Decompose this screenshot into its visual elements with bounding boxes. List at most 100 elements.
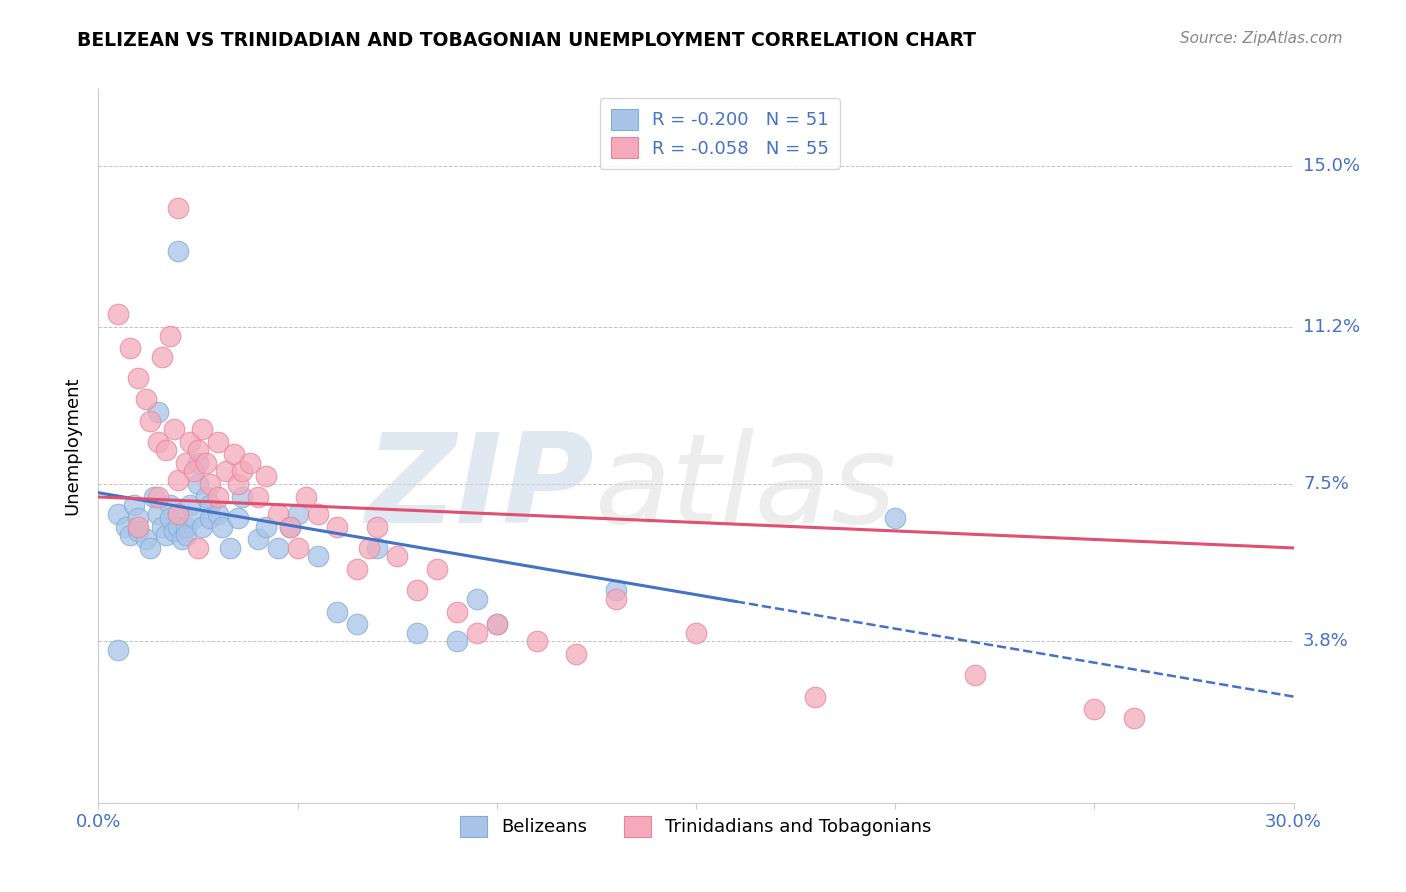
Point [198, 477, 221, 491]
Point [406, 583, 429, 598]
Point [526, 634, 548, 648]
Text: 3.8%: 3.8% [1303, 632, 1348, 650]
Point [127, 524, 149, 538]
Point [135, 392, 157, 407]
Point [685, 626, 707, 640]
Point [346, 562, 368, 576]
Point [239, 456, 262, 470]
Point [287, 507, 309, 521]
Point [254, 519, 277, 533]
Point [605, 583, 627, 598]
Legend: Belizeans, Trinidadians and Tobagonians: Belizeans, Trinidadians and Tobagonians [453, 808, 939, 844]
Point [159, 328, 181, 343]
Point [174, 528, 197, 542]
Point [139, 541, 162, 555]
Point [155, 528, 177, 542]
Point [222, 448, 245, 462]
Point [167, 201, 190, 215]
Point [465, 626, 488, 640]
Point [485, 617, 508, 632]
Point [246, 533, 269, 547]
Point [167, 244, 190, 258]
Point [198, 511, 221, 525]
Point [446, 605, 468, 619]
Point [226, 511, 249, 525]
Point [179, 434, 201, 449]
Point [207, 507, 229, 521]
Point [191, 519, 214, 533]
Point [267, 541, 290, 555]
Point [143, 490, 166, 504]
Point [174, 456, 197, 470]
Point [485, 617, 508, 632]
Text: 7.5%: 7.5% [1303, 475, 1348, 493]
Point [278, 519, 301, 533]
Point [207, 490, 229, 504]
Text: 11.2%: 11.2% [1303, 318, 1360, 336]
Point [139, 413, 162, 427]
Point [120, 341, 142, 355]
Point [172, 533, 194, 547]
Point [278, 519, 301, 533]
Point [148, 405, 170, 419]
Point [366, 519, 388, 533]
Point [359, 541, 381, 555]
Point [326, 519, 349, 533]
Point [211, 519, 233, 533]
Text: atlas: atlas [595, 428, 897, 549]
Point [191, 422, 214, 436]
Point [187, 456, 209, 470]
Point [179, 499, 201, 513]
Point [884, 511, 907, 525]
Point [307, 549, 329, 564]
Point [167, 507, 190, 521]
Point [159, 499, 181, 513]
Point [804, 690, 827, 704]
Point [219, 541, 242, 555]
Point [115, 519, 138, 533]
Point [1123, 711, 1146, 725]
Point [159, 511, 181, 525]
Point [465, 591, 488, 606]
Text: Source: ZipAtlas.com: Source: ZipAtlas.com [1180, 31, 1343, 46]
Point [366, 541, 388, 555]
Point [148, 434, 170, 449]
Point [127, 511, 149, 525]
Point [198, 499, 221, 513]
Point [127, 519, 149, 533]
Point [163, 422, 186, 436]
Point [215, 465, 238, 479]
Point [195, 490, 218, 504]
Point [174, 519, 197, 533]
Point [150, 519, 173, 533]
Point [155, 443, 177, 458]
Point [385, 549, 409, 564]
Point [406, 626, 429, 640]
Text: 15.0%: 15.0% [1303, 157, 1360, 175]
Point [148, 490, 170, 504]
Point [167, 507, 190, 521]
Point [120, 528, 142, 542]
Point [963, 668, 986, 682]
Point [231, 465, 253, 479]
Point [605, 591, 627, 606]
Point [195, 456, 218, 470]
Point [246, 490, 269, 504]
Point [124, 499, 146, 513]
Point [148, 507, 170, 521]
Point [1083, 702, 1105, 716]
Point [231, 490, 253, 504]
Text: ZIP: ZIP [366, 428, 595, 549]
Point [187, 477, 209, 491]
Text: BELIZEAN VS TRINIDADIAN AND TOBAGONIAN UNEMPLOYMENT CORRELATION CHART: BELIZEAN VS TRINIDADIAN AND TOBAGONIAN U… [77, 31, 976, 50]
Point [267, 507, 290, 521]
Point [565, 647, 588, 661]
Point [326, 605, 349, 619]
Point [107, 643, 129, 657]
Point [426, 562, 449, 576]
Point [183, 511, 205, 525]
Point [187, 443, 209, 458]
Point [187, 541, 209, 555]
Point [294, 490, 316, 504]
Y-axis label: Unemployment: Unemployment [63, 376, 82, 516]
